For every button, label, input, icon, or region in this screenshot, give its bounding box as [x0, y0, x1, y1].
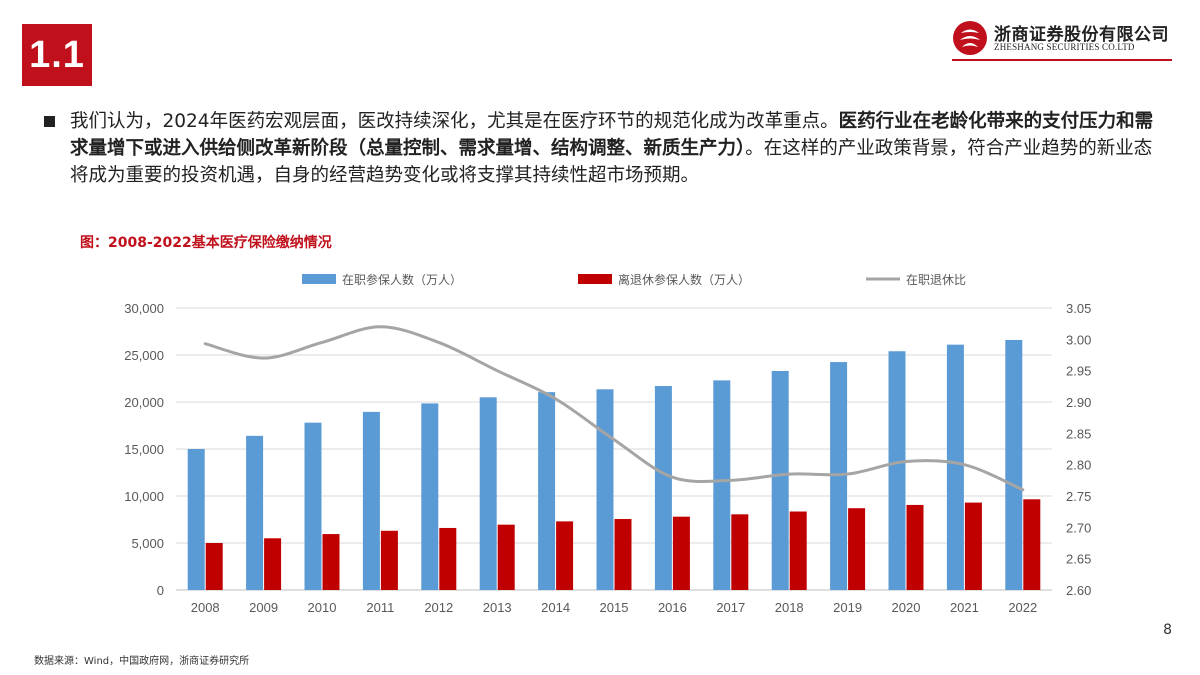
y-right-tick-label: 2.75 [1066, 489, 1091, 504]
y-right-tick-label: 3.05 [1066, 301, 1091, 316]
logo-cn-text: 浙商证券股份有限公司 [994, 25, 1169, 45]
x-tick-label: 2016 [658, 600, 687, 615]
y-right-tick-label: 2.80 [1066, 458, 1091, 473]
y-left-tick-label: 0 [157, 583, 164, 598]
x-tick-label: 2014 [541, 600, 570, 615]
logo-mark-icon [953, 21, 987, 55]
logo-en-text: ZHESHANG SECURITIES CO.LTD [994, 42, 1135, 52]
bar-retired-insured [789, 511, 807, 590]
y-right-tick-label: 2.85 [1066, 426, 1091, 441]
bar-active-insured [1005, 339, 1023, 590]
x-tick-label: 2009 [249, 600, 278, 615]
bar-active-insured [713, 380, 731, 590]
bar-retired-insured [1023, 499, 1041, 590]
y-right-tick-label: 2.90 [1066, 395, 1091, 410]
bar-retired-insured [848, 508, 866, 590]
bar-active-insured [771, 370, 789, 590]
page-number: 8 [1163, 622, 1172, 638]
bar-retired-insured [614, 519, 632, 590]
bar-retired-insured [439, 527, 457, 590]
bar-retired-insured [964, 502, 982, 590]
x-tick-label: 2011 [366, 600, 394, 615]
y-right-tick-label: 2.95 [1066, 364, 1091, 379]
bar-retired-insured [264, 538, 282, 590]
text-plain-2: 。在这样的产业政策背景，符合产业趋势的新业态将成为重要的投资机遇，自身的经营趋势… [70, 138, 1153, 186]
x-tick-label: 2017 [716, 600, 745, 615]
bar-active-insured [421, 403, 439, 590]
y-left-tick-label: 5,000 [131, 536, 164, 551]
text-plain-1: 我们认为，2024年医药宏观层面，医改持续深化，尤其是在医疗环节的规范化成为改革… [70, 111, 839, 132]
bar-active-insured [479, 397, 497, 590]
legend-retired-insured-label: 离退休参保人数（万人） [618, 272, 750, 287]
y-right-tick-label: 2.70 [1066, 520, 1091, 535]
x-tick-label: 2022 [1008, 600, 1037, 615]
bar-retired-insured [322, 534, 340, 590]
x-tick-label: 2013 [483, 600, 512, 615]
y-left-tick-label: 20,000 [124, 395, 164, 410]
logo-rule [952, 59, 1172, 61]
legend-ratio-label: 在职退休比 [906, 273, 966, 287]
y-left-tick-label: 25,000 [124, 348, 164, 363]
y-right-tick-label: 2.65 [1066, 552, 1091, 567]
bar-active-insured [187, 449, 205, 590]
x-tick-label: 2020 [892, 600, 921, 615]
x-tick-label: 2012 [424, 600, 453, 615]
bar-active-insured [304, 422, 322, 590]
bar-retired-insured [672, 516, 690, 590]
bar-active-insured [946, 344, 964, 590]
y-left-tick-label: 10,000 [124, 489, 164, 504]
bar-retired-insured [497, 524, 515, 590]
legend-active-insured-swatch [302, 274, 336, 284]
legend-retired-insured-swatch [578, 274, 612, 284]
section-badge: 1.1 [22, 24, 92, 86]
y-right-tick-label: 3.00 [1066, 332, 1091, 347]
bullet-text: 我们认为，2024年医药宏观层面，医改持续深化，尤其是在医疗环节的规范化成为改革… [70, 108, 1154, 189]
bar-retired-insured [906, 504, 924, 590]
x-tick-label: 2015 [600, 600, 629, 615]
x-tick-label: 2010 [308, 600, 337, 615]
bar-active-insured [246, 435, 264, 590]
y-left-tick-label: 15,000 [124, 442, 164, 457]
bar-retired-insured [380, 530, 398, 590]
legend-active-insured-label: 在职参保人数（万人） [342, 272, 462, 287]
text-bold: 医药行业在老龄化带来的支付压力和需求量增下或进入供给侧改革新阶段（总量控制、需求… [70, 111, 1154, 159]
bar-active-insured [362, 411, 380, 590]
bullet-paragraph: 我们认为，2024年医药宏观层面，医改持续深化，尤其是在医疗环节的规范化成为改革… [44, 108, 1154, 189]
chart: 0 5,000 10,000 15,000 20,000 25,000 30,000 2.60… [124, 272, 1091, 615]
chart-caption: 图：2008-2022基本医疗保险缴纳情况 [80, 235, 332, 251]
y-right-tick-label: 2.60 [1066, 583, 1091, 598]
source-note: 数据来源：Wind，中国政府网，浙商证券研究所 [34, 656, 250, 667]
x-tick-label: 2019 [833, 600, 862, 615]
company-logo: 浙商证券股份有限公司 ZHESHANG SECURITIES CO.LTD [952, 18, 1172, 61]
bar-retired-insured [556, 521, 574, 590]
x-tick-label: 2008 [191, 600, 220, 615]
line-ratio-series [203, 325, 1025, 492]
bullet-square-icon [44, 116, 55, 127]
y-left-tick-label: 30,000 [124, 301, 164, 316]
bar-active-insured [654, 386, 672, 590]
x-tick-label: 2018 [775, 600, 804, 615]
x-tick-label: 2021 [950, 600, 979, 615]
bar-active-insured [538, 392, 556, 590]
bar-retired-insured [205, 543, 223, 590]
bar-active-insured [596, 389, 614, 590]
bar-active-insured [888, 351, 906, 590]
bar-retired-insured [731, 514, 749, 590]
